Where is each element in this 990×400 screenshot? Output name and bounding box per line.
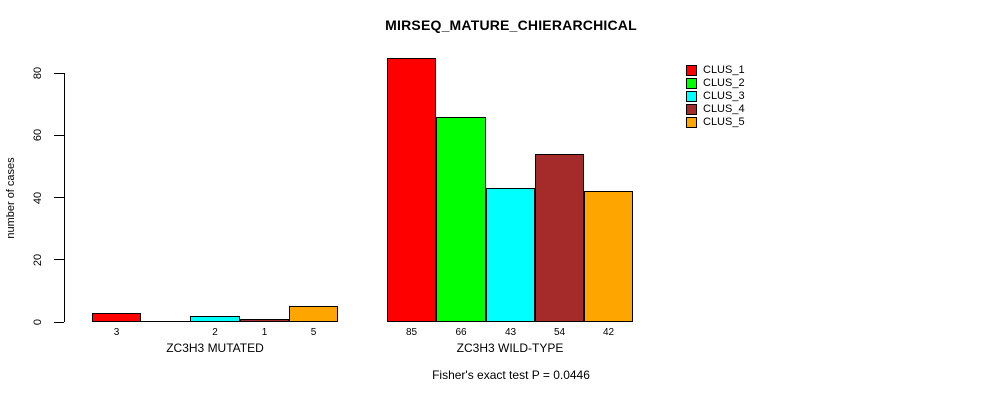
legend-label: CLUS_5 — [703, 116, 745, 128]
bar-value-label: 5 — [310, 327, 317, 338]
bar-clus_2 — [436, 117, 486, 322]
bar-clus_4 — [240, 319, 289, 322]
bar-value-label: 43 — [504, 327, 517, 338]
bar-value-label: 1 — [261, 327, 268, 338]
bar-clus_3 — [190, 316, 240, 322]
bar-clus_3 — [486, 188, 535, 322]
legend-item: CLUS_5 — [686, 116, 745, 129]
y-axis-tick — [54, 259, 64, 261]
bar-value-label: 42 — [602, 327, 615, 338]
legend-item: CLUS_4 — [686, 103, 745, 116]
bar-value-label: 54 — [553, 327, 566, 338]
legend-label: CLUS_4 — [703, 103, 745, 115]
fisher-test-annotation: Fisher's exact test P = 0.0446 — [432, 368, 590, 382]
x-axis-group-label: ZC3H3 WILD-TYPE — [456, 341, 564, 355]
y-axis-tick-label: 40 — [32, 191, 44, 204]
bar-value-label: 2 — [212, 327, 218, 338]
legend-swatch-icon — [686, 65, 697, 76]
y-axis-tick — [54, 134, 64, 136]
bar-value-label: 66 — [455, 327, 467, 338]
y-axis-tick-label: 60 — [32, 129, 44, 142]
legend-item: CLUS_2 — [686, 77, 745, 90]
legend-swatch-icon — [686, 117, 697, 128]
bar-clus_1 — [387, 58, 436, 322]
bar-clus_5 — [289, 306, 338, 322]
legend-label: CLUS_1 — [703, 64, 745, 76]
bar-value-label: 85 — [405, 327, 418, 338]
bar-clus_4 — [535, 154, 584, 322]
bar-clus_2-zero — [141, 321, 190, 322]
bar-clus_5 — [584, 191, 633, 322]
legend-label: CLUS_2 — [703, 77, 745, 89]
legend-swatch-icon — [686, 78, 697, 89]
legend-swatch-icon — [686, 91, 697, 102]
legend-item: CLUS_1 — [686, 64, 745, 77]
chart-title: MIRSEQ_MATURE_CHIERARCHICAL — [385, 17, 637, 33]
legend-swatch-icon — [686, 104, 697, 115]
bar-value-label: 3 — [113, 327, 120, 338]
y-axis-tick-label: 80 — [32, 67, 44, 80]
y-axis-tick-label: 0 — [32, 318, 44, 326]
legend: CLUS_1 CLUS_2 CLUS_3 CLUS_4 CLUS_5 — [686, 64, 745, 129]
y-axis-tick — [54, 197, 64, 199]
y-axis-tick — [54, 72, 64, 74]
legend-label: CLUS_3 — [703, 90, 745, 102]
bar-clus_1 — [92, 313, 141, 322]
y-axis-line — [64, 73, 65, 322]
y-axis-tick — [54, 321, 64, 323]
x-axis-group-label: ZC3H3 MUTATED — [166, 341, 264, 355]
y-axis-tick-label: 20 — [32, 253, 44, 266]
legend-item: CLUS_3 — [686, 90, 745, 103]
